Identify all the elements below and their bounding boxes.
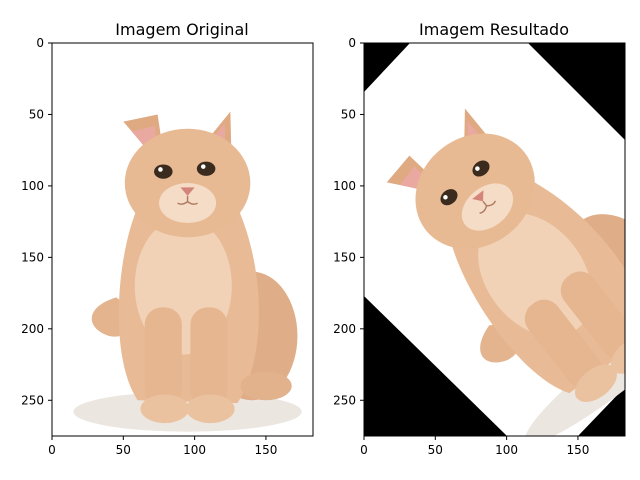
y-tick-label: 150 — [21, 250, 44, 264]
tick-group: 0 50 100 150 0 50 100 150 200 250 — [21, 36, 277, 457]
y-tick-label: 50 — [29, 107, 44, 121]
axes-result: Imagem Resultado 0 50 100 150 0 50 100 150 200 25… — [333, 20, 626, 457]
y-tick-label: 200 — [21, 322, 44, 336]
x-tick-label: 150 — [254, 443, 277, 457]
axes-frame — [51, 42, 314, 437]
y-tick-label: 200 — [333, 322, 356, 336]
y-tick-label: 250 — [21, 393, 44, 407]
image-original — [52, 43, 313, 436]
axes-original: Imagem Original 0 50 100 150 0 50 100 150 200 250 — [21, 20, 314, 457]
x-tick-label: 0 — [48, 443, 56, 457]
y-tick-label: 150 — [333, 250, 356, 264]
x-tick-label: 100 — [183, 443, 206, 457]
tick-group: 0 50 100 150 0 50 100 150 200 250 — [333, 36, 589, 457]
axes-frame — [363, 42, 626, 437]
x-tick-label: 150 — [566, 443, 589, 457]
chart-title: Imagem Resultado — [419, 20, 569, 39]
x-tick-label: 100 — [495, 443, 518, 457]
y-tick-label: 0 — [348, 36, 356, 50]
y-tick-label: 250 — [333, 393, 356, 407]
y-tick-label: 50 — [341, 107, 356, 121]
image-result — [364, 43, 625, 436]
chart-title: Imagem Original — [115, 20, 248, 39]
x-tick-label: 50 — [116, 443, 131, 457]
x-tick-label: 0 — [360, 443, 368, 457]
y-tick-label: 0 — [36, 36, 44, 50]
y-tick-label: 100 — [333, 179, 356, 193]
x-tick-label: 50 — [428, 443, 443, 457]
y-tick-label: 100 — [21, 179, 44, 193]
